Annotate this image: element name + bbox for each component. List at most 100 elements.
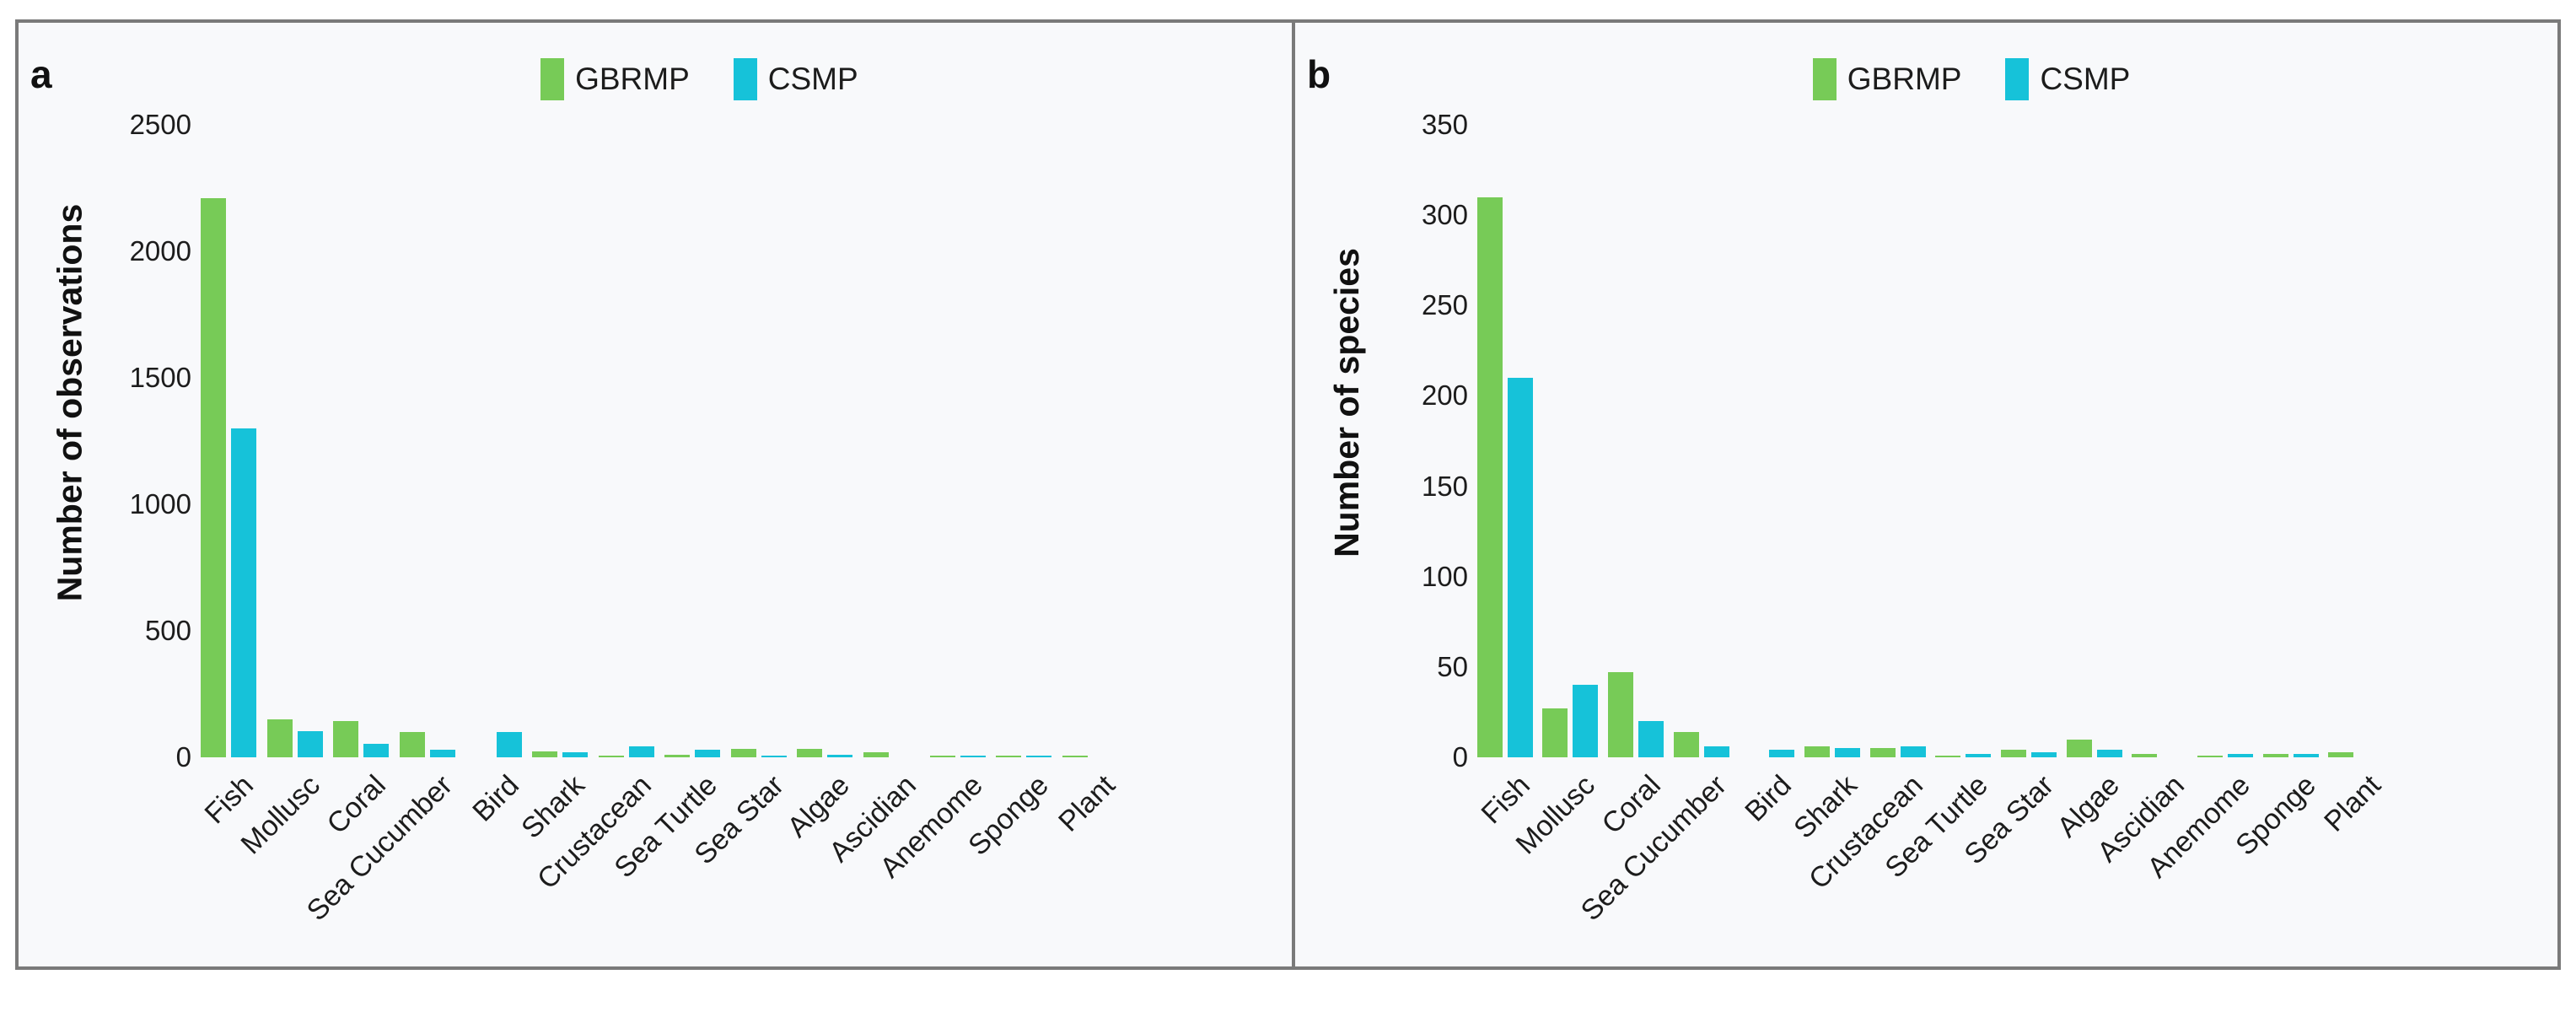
legend-item-csmp: CSMP (733, 58, 858, 100)
legend-label: GBRMP (575, 62, 690, 96)
bar-group-anemome: Anemome (2141, 23, 2258, 966)
legend-swatch-gbrmp (540, 58, 565, 100)
y-tick-label: 100 (1421, 560, 1468, 592)
bar-group-shark: Shark (515, 23, 594, 966)
bar-group-sponge: Sponge (962, 23, 1057, 966)
bar-gbrmp-algae (797, 749, 823, 757)
legend-a: GBRMP CSMP (540, 58, 858, 100)
panel-a: a GBRMP CSMP Number of observations 0 500 1… (19, 23, 1292, 966)
legend-item-gbrmp: GBRMP (540, 58, 690, 100)
bar-csmp-crustacean (628, 746, 654, 757)
bar-group-plant: Plant (1052, 23, 1123, 966)
legend-b: GBRMP CSMP (1812, 58, 2130, 100)
bar-group-sea-turtle: Sea Turtle (1880, 23, 1997, 966)
bar-gbrmp-fish (1476, 196, 1503, 757)
bar-csmp-sea-turtle (695, 750, 721, 757)
panel-label-a: a (30, 52, 52, 96)
legend-label: CSMP (2040, 62, 2131, 96)
bar-csmp-sea-star (2030, 751, 2057, 757)
bar-group-coral: Coral (321, 23, 395, 966)
bar-group-crustacean: Crustacean (531, 23, 659, 966)
y-tick-label: 1000 (129, 488, 191, 519)
legend-label: CSMP (767, 62, 858, 96)
y-tick-label: 200 (1421, 380, 1468, 412)
bar-gbrmp-sea-star (730, 748, 756, 757)
y-tick-label: 2500 (129, 109, 191, 140)
y-tick-label: 1500 (129, 362, 191, 393)
bar-group-ascidian: Ascidian (2091, 23, 2192, 966)
bar-csmp-algae (827, 755, 853, 757)
bar-group-fish: Fish (196, 23, 262, 966)
bar-csmp-anemome (960, 756, 986, 757)
y-tick-label: 250 (1421, 289, 1468, 321)
bar-csmp-mollusc (297, 730, 323, 757)
bar-csmp-coral (363, 743, 390, 757)
bar-group-crustacean: Crustacean (1803, 23, 1931, 966)
bar-group-bird: Bird (460, 23, 527, 966)
bar-gbrmp-anemome (929, 756, 955, 757)
plot-area-b: Fish Mollusc Coral Sea Cucumber Bird Shark Cru… (1472, 23, 2389, 966)
y-tick-label: 350 (1421, 109, 1468, 140)
bar-gbrmp-anemome (2197, 755, 2223, 757)
bar-gbrmp-sponge (2262, 753, 2288, 757)
bar-group-ascidian: Ascidian (823, 23, 925, 966)
bar-csmp-coral (1638, 721, 1664, 757)
bar-gbrmp-coral (333, 720, 359, 757)
y-tick-label: 500 (144, 615, 191, 646)
bar-gbrmp-sponge (996, 756, 1022, 757)
bar-gbrmp-sea-cucumber (1673, 732, 1699, 757)
bar-gbrmp-sea-star (2000, 750, 2026, 757)
bar-group-mollusc: Mollusc (1510, 23, 1604, 966)
bar-group-fish: Fish (1472, 23, 1538, 966)
bar-gbrmp-coral (1608, 672, 1634, 757)
legend-item-gbrmp: GBRMP (1812, 58, 1961, 100)
y-tick-label: 2000 (129, 235, 191, 266)
y-tick-label: 300 (1421, 199, 1468, 231)
bar-group-sea-star: Sea Star (1958, 23, 2062, 966)
bar-group-algae: Algae (782, 23, 858, 966)
bar-csmp-shark (1835, 748, 1861, 757)
bar-group-sea-cucumber: Sea Cucumber (301, 23, 461, 966)
bar-group-sea-cucumber: Sea Cucumber (1574, 23, 1734, 966)
panel-b: b GBRMP CSMP Number of species 0 50 100 150 2… (1295, 23, 2557, 966)
figure-box: a GBRMP CSMP Number of observations 0 500 1… (15, 19, 2561, 970)
bar-gbrmp-shark (1804, 746, 1831, 757)
bar-group-sea-turtle: Sea Turtle (609, 23, 726, 966)
bar-csmp-shark (562, 752, 589, 757)
bar-csmp-bird (496, 732, 522, 757)
bar-group-coral: Coral (1596, 23, 1669, 966)
bar-group-sponge: Sponge (2229, 23, 2324, 966)
bar-gbrmp-fish (201, 198, 227, 757)
bar-csmp-sponge (1026, 756, 1052, 757)
legend-swatch-csmp (2005, 58, 2030, 100)
y-tick-label: 50 (1437, 650, 1468, 682)
bar-group-shark: Shark (1788, 23, 1865, 966)
plot-area-a: Fish Mollusc Coral Sea Cucumber Bird Shark Cru… (196, 23, 1123, 966)
bar-csmp-sea-star (761, 756, 787, 757)
bar-csmp-mollusc (1573, 685, 1599, 757)
bar-gbrmp-algae (2066, 739, 2092, 757)
bar-csmp-sea-turtle (1966, 753, 1992, 757)
bar-csmp-sponge (2293, 753, 2319, 757)
panel-divider (1292, 23, 1295, 966)
bar-gbrmp-ascidian (2132, 753, 2158, 757)
bar-group-sea-star: Sea Star (688, 23, 793, 966)
legend-swatch-gbrmp (1812, 58, 1837, 100)
legend-swatch-csmp (733, 58, 757, 100)
bar-csmp-crustacean (1900, 746, 1926, 757)
bar-csmp-algae (2096, 750, 2122, 757)
bar-group-plant: Plant (2318, 23, 2389, 966)
bar-csmp-fish (231, 428, 257, 757)
legend-item-csmp: CSMP (2005, 58, 2130, 100)
bar-gbrmp-sea-turtle (1935, 755, 1961, 757)
bar-gbrmp-shark (532, 751, 558, 757)
bar-gbrmp-sea-cucumber (399, 732, 425, 757)
bar-group-anemome: Anemome (874, 23, 991, 966)
bar-csmp-fish (1507, 378, 1533, 757)
y-tick-label: 0 (175, 741, 191, 772)
bar-group-algae: Algae (2051, 23, 2127, 966)
bar-gbrmp-crustacean (598, 755, 624, 757)
bar-gbrmp-mollusc (1542, 708, 1568, 757)
bar-gbrmp-plant (2328, 751, 2354, 757)
y-tick-label: 150 (1421, 470, 1468, 502)
